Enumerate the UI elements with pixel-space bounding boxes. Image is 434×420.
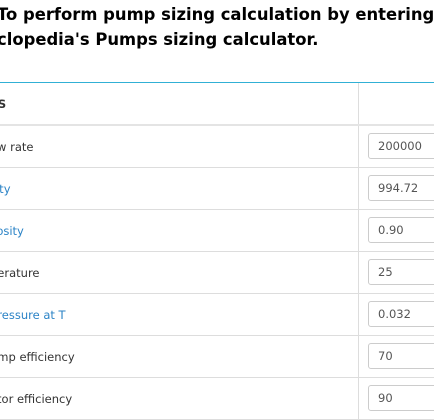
column-divider bbox=[358, 168, 359, 209]
heading-line-1: To perform pump sizing calculation by en… bbox=[0, 5, 434, 24]
table-row-flow-rate: ow rate bbox=[0, 126, 434, 168]
density-link[interactable]: sity bbox=[0, 181, 11, 196]
motor-efficiency-label: otor efficiency bbox=[0, 391, 73, 406]
table-row-temperature: perature bbox=[0, 252, 434, 294]
table-row-pump-efficiency: ump efficiency bbox=[0, 336, 434, 378]
flow-rate-input[interactable] bbox=[368, 133, 434, 159]
inputs-column-header: TS bbox=[0, 96, 7, 111]
viscosity-input[interactable] bbox=[368, 217, 434, 243]
pump-efficiency-input[interactable] bbox=[368, 343, 434, 369]
pump-efficiency-label: ump efficiency bbox=[0, 349, 75, 364]
heading-line-2: clopedia's Pumps sizing calculator. bbox=[0, 30, 319, 49]
vapor-pressure-input[interactable] bbox=[368, 301, 434, 327]
table-header-row: TS bbox=[0, 83, 434, 126]
density-input[interactable] bbox=[368, 175, 434, 201]
table-row-vapor-pressure: pressure at T bbox=[0, 294, 434, 336]
vapor-pressure-link[interactable]: pressure at T bbox=[0, 307, 66, 322]
viscosity-link[interactable]: cosity bbox=[0, 223, 24, 238]
column-divider bbox=[358, 210, 359, 251]
column-divider bbox=[358, 378, 359, 419]
temperature-input[interactable] bbox=[368, 259, 434, 285]
table-row-motor-efficiency: otor efficiency bbox=[0, 378, 434, 420]
column-divider bbox=[358, 336, 359, 377]
temperature-label: perature bbox=[0, 265, 40, 280]
column-divider bbox=[358, 83, 359, 124]
column-divider bbox=[358, 294, 359, 335]
column-divider bbox=[358, 126, 359, 167]
table-row-viscosity: cosity bbox=[0, 210, 434, 252]
flow-rate-label: ow rate bbox=[0, 139, 34, 154]
inputs-table: TS ow rate sity cosity perature pressure… bbox=[0, 82, 434, 420]
table-row-density: sity bbox=[0, 168, 434, 210]
column-divider bbox=[358, 252, 359, 293]
motor-efficiency-input[interactable] bbox=[368, 385, 434, 411]
